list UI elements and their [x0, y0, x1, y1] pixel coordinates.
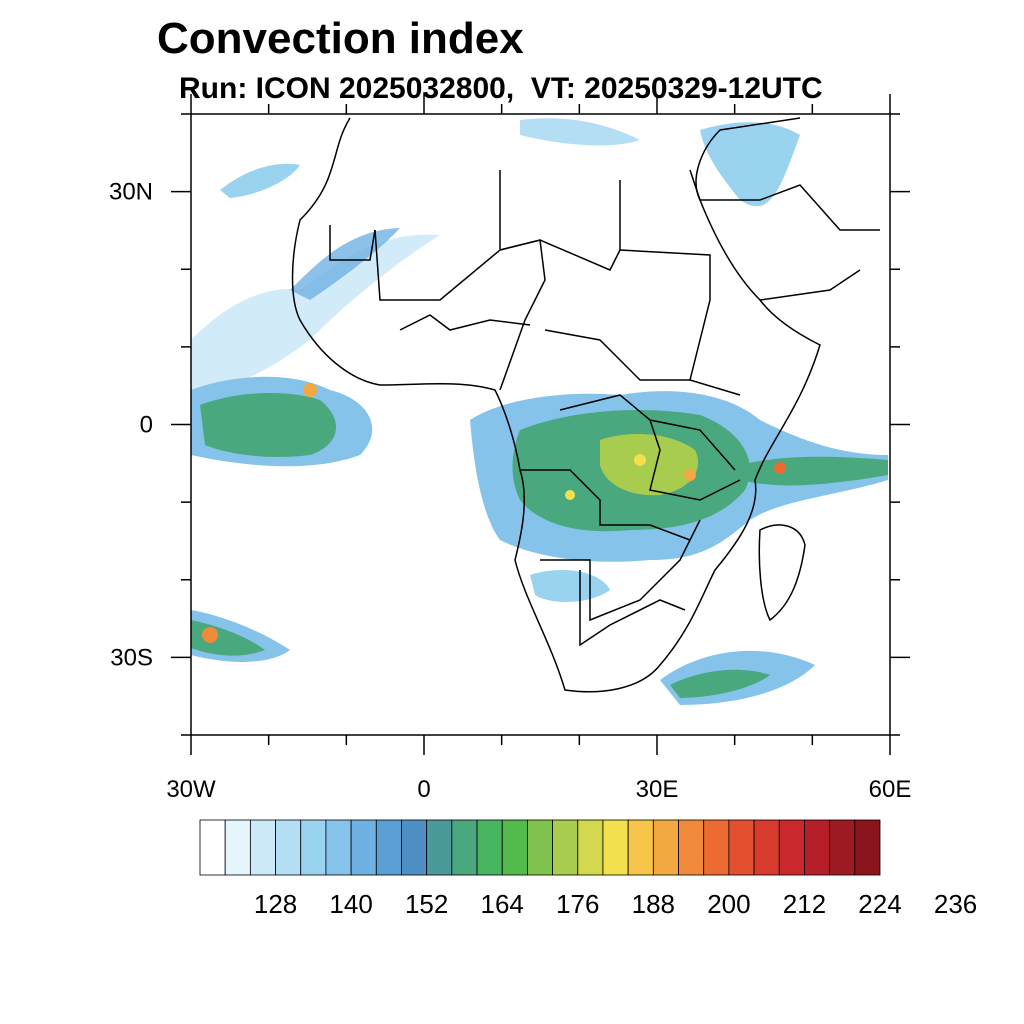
lat-tick-label: 30S: [110, 644, 153, 671]
colorbar-swatch: [300, 819, 327, 876]
colorbar-swatch: [552, 819, 579, 876]
colorbar-swatch: [804, 819, 831, 876]
colorbar-label: 128: [254, 889, 297, 919]
colorbar-swatch: [476, 819, 503, 876]
colorbar-label: 140: [329, 889, 372, 919]
colorbar-label: 176: [556, 889, 599, 919]
colorbar-swatch: [652, 819, 679, 876]
colorbar-swatch: [401, 819, 428, 876]
colorbar-label: 224: [858, 889, 901, 919]
colorbar-swatch: [199, 819, 226, 876]
colorbar-swatch: [829, 819, 856, 876]
colorbar-label: 188: [632, 889, 675, 919]
colorbar-swatch: [627, 819, 654, 876]
run-subtitle: Run: ICON 2025032800, VT: 20250329-12UTC: [179, 72, 823, 105]
colorbar-swatch: [325, 819, 352, 876]
colorbar-swatch: [350, 819, 377, 876]
colorbar-label: 236: [934, 889, 977, 919]
colorbar-swatch: [275, 819, 302, 876]
colorbar-swatch: [375, 819, 402, 876]
colorbar-swatch: [728, 819, 755, 876]
colorbar-label: 152: [405, 889, 448, 919]
colorbar-swatch: [527, 819, 553, 876]
coastlines: [291, 117, 880, 693]
colorbar-swatch: [678, 819, 705, 876]
colorbar-swatch: [577, 819, 604, 876]
lon-tick-label: 0: [417, 776, 430, 803]
colorbar-swatch: [451, 819, 478, 876]
colorbar-swatch: [426, 819, 453, 876]
lon-tick-label: 30W: [166, 776, 216, 803]
convection-field: [191, 118, 888, 705]
colorbar-swatch: [249, 819, 276, 876]
page-title: Convection index: [157, 14, 524, 63]
lon-tick-label: 30E: [636, 776, 679, 803]
colorbar-swatch: [753, 819, 780, 876]
colorbar-swatch: [703, 819, 730, 876]
colorbar-label: 212: [783, 889, 826, 919]
colorbar-swatch: [778, 819, 805, 876]
colorbar-swatch: [602, 819, 629, 876]
colorbar-label: 164: [481, 889, 524, 919]
colorbar-swatch: [501, 819, 528, 876]
lon-tick-label: 60E: [869, 776, 912, 803]
colorbar-swatch: [854, 819, 881, 876]
latitude-axis: 30N 0 30S: [109, 113, 910, 736]
longitude-axis: 30W 0 30E 60E: [166, 94, 911, 803]
colorbar: 128 140 152 164 176 188 200 212 224 236: [199, 819, 977, 919]
lat-tick-label: 0: [140, 412, 153, 439]
lat-tick-label: 30N: [109, 179, 153, 206]
colorbar-swatch: [224, 819, 251, 876]
colorbar-label: 200: [707, 889, 750, 919]
